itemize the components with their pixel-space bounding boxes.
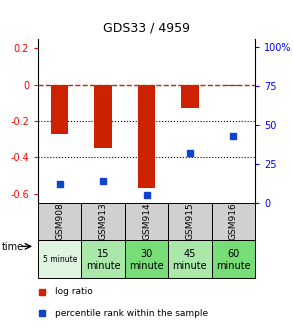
Text: minute: minute [86, 261, 120, 271]
Bar [181, 85, 199, 108]
Text: 5 minute: 5 minute [42, 255, 77, 264]
Text: GSM913: GSM913 [99, 203, 108, 240]
Text: log ratio: log ratio [55, 287, 93, 296]
Text: GSM916: GSM916 [229, 203, 238, 240]
Bar [212, 203, 255, 240]
Text: time: time [1, 242, 24, 252]
Bar [138, 85, 155, 188]
Bar [81, 203, 125, 240]
Text: GSM908: GSM908 [55, 203, 64, 240]
Text: minute: minute [216, 261, 251, 271]
Text: 30: 30 [140, 249, 153, 259]
Text: percentile rank within the sample: percentile rank within the sample [55, 309, 209, 318]
Text: 45: 45 [184, 249, 196, 259]
Bar [81, 240, 125, 278]
Bar [168, 203, 212, 240]
Bar [212, 240, 255, 278]
Bar [168, 240, 212, 278]
Bar [94, 85, 112, 148]
Text: GDS33 / 4959: GDS33 / 4959 [103, 21, 190, 34]
Bar [125, 203, 168, 240]
Bar [51, 85, 69, 134]
Bar [38, 240, 81, 278]
Text: GSM914: GSM914 [142, 203, 151, 240]
Bar [125, 240, 168, 278]
Text: GSM915: GSM915 [185, 203, 194, 240]
Text: minute: minute [129, 261, 164, 271]
Text: minute: minute [173, 261, 207, 271]
Bar [38, 203, 81, 240]
Text: 60: 60 [227, 249, 239, 259]
Bar [224, 85, 242, 86]
Text: 15: 15 [97, 249, 109, 259]
